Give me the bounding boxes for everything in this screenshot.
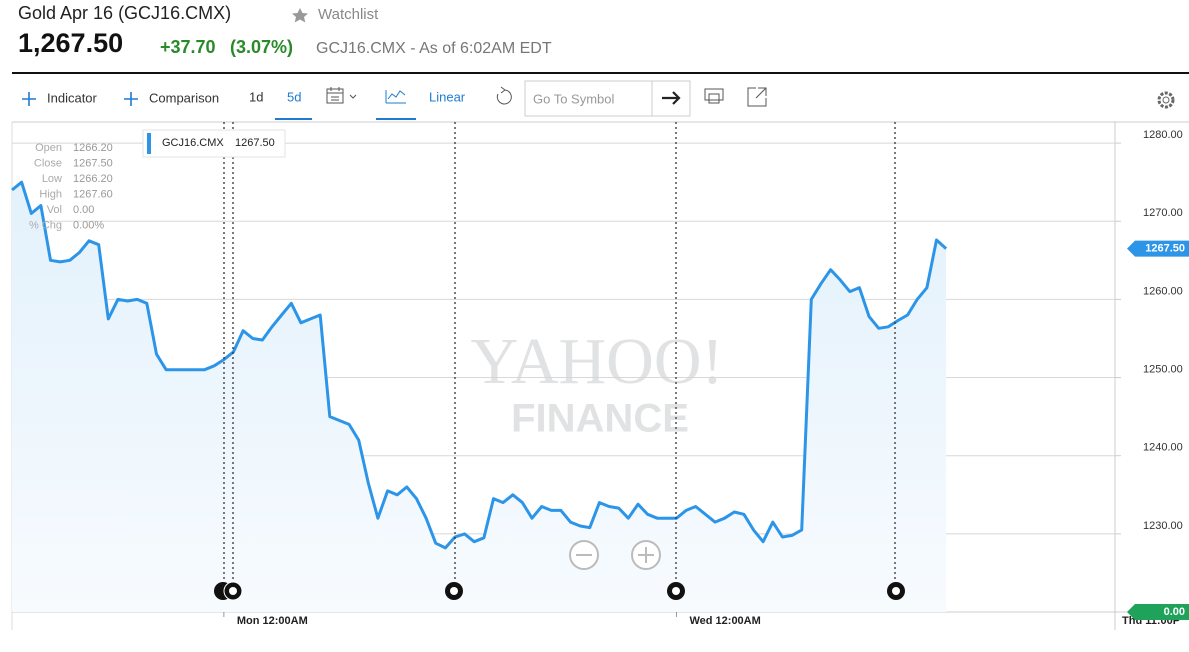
share-icon[interactable] <box>747 87 767 107</box>
event-icon-dot <box>672 587 680 595</box>
info-value: 1267.50 <box>73 157 113 169</box>
line <box>11 180 948 550</box>
arrow-icon <box>662 91 681 105</box>
y-tick-label: 1260.00 <box>1143 285 1183 297</box>
price-change: +37.70 <box>160 37 216 57</box>
legend-value: 1267.50 <box>235 137 275 149</box>
x-tick-label: Wed 12:00AM <box>689 615 760 627</box>
line-area <box>12 182 947 612</box>
quote-title: Gold Apr 16 (GCJ16.CMX) <box>18 3 231 23</box>
event-icon-dot <box>892 587 900 595</box>
series <box>11 180 948 612</box>
info-value: 1267.60 <box>73 188 113 200</box>
last-price-tag <box>1127 240 1189 257</box>
symbol-input[interactable] <box>524 80 653 117</box>
info-value: 0.00% <box>73 219 104 231</box>
print-icon[interactable] <box>704 88 724 104</box>
y-tick-label: 1280.00 <box>1143 129 1183 141</box>
price: 1,267.50 <box>18 28 123 58</box>
legend-name: GCJ16.CMX <box>162 137 224 149</box>
calendar-icon[interactable] <box>326 87 357 104</box>
plus-icon[interactable] <box>124 92 138 106</box>
zoom-out[interactable] <box>569 540 599 570</box>
x-tick-label: Mon 12:00AM <box>237 615 308 627</box>
info-label: Low <box>42 173 62 185</box>
volume-label: 0.00 <box>1164 606 1185 618</box>
event-markers <box>214 122 905 601</box>
info-label: Vol <box>47 204 62 216</box>
settings-icon[interactable] <box>1157 91 1175 109</box>
star-icon[interactable] <box>292 8 308 23</box>
y-tick-label: 1250.00 <box>1143 363 1183 375</box>
symbol-placeholder: Go To Symbol <box>533 91 615 106</box>
info-value: 1266.20 <box>73 142 113 154</box>
info-label: % Chg <box>29 219 62 231</box>
info-label: High <box>39 188 62 200</box>
zoom-in[interactable] <box>631 540 661 570</box>
info-panel: Open 1266.20 Close 1267.50 Low 1266.20 High 126… <box>29 142 113 232</box>
watermark: YAHOO! FINANCE <box>471 325 724 440</box>
y-tick-label: 1270.00 <box>1143 207 1183 219</box>
price-change-percent: (3.07%) <box>230 37 293 57</box>
indicator-button[interactable]: Indicator <box>47 90 98 105</box>
range-5d[interactable]: 5d <box>287 89 301 104</box>
last-price-label: 1267.50 <box>1145 243 1185 255</box>
watermark-logo: YAHOO! <box>471 325 724 398</box>
as-of-time: GCJ16.CMX - As of 6:02AM EDT <box>316 40 552 57</box>
info-label: Open <box>35 142 62 154</box>
scale-toggle[interactable]: Linear <box>429 89 466 104</box>
event-icon-dot <box>450 587 458 595</box>
y-tick-label: 1240.00 <box>1143 442 1183 454</box>
info-value: 0.00 <box>73 204 94 216</box>
axis-tags: 1267.50 0.00 <box>1127 240 1189 620</box>
range-1d[interactable]: 1d <box>249 89 263 104</box>
comparison-button[interactable]: Comparison <box>149 90 219 105</box>
info-value: 1266.20 <box>73 173 113 185</box>
plus-icon[interactable] <box>22 92 36 106</box>
y-tick-label: 1230.00 <box>1143 520 1183 532</box>
watchlist-link[interactable]: Watchlist <box>318 6 379 23</box>
info-label: Close <box>34 157 62 169</box>
watermark-sub: FINANCE <box>511 397 689 441</box>
volume-tag <box>1127 604 1189 620</box>
legend-swatch <box>147 133 151 154</box>
chart-type-icon[interactable] <box>385 90 406 104</box>
event-icon-dot <box>229 587 237 595</box>
legend-box <box>142 129 286 158</box>
undo-icon[interactable] <box>496 86 512 105</box>
